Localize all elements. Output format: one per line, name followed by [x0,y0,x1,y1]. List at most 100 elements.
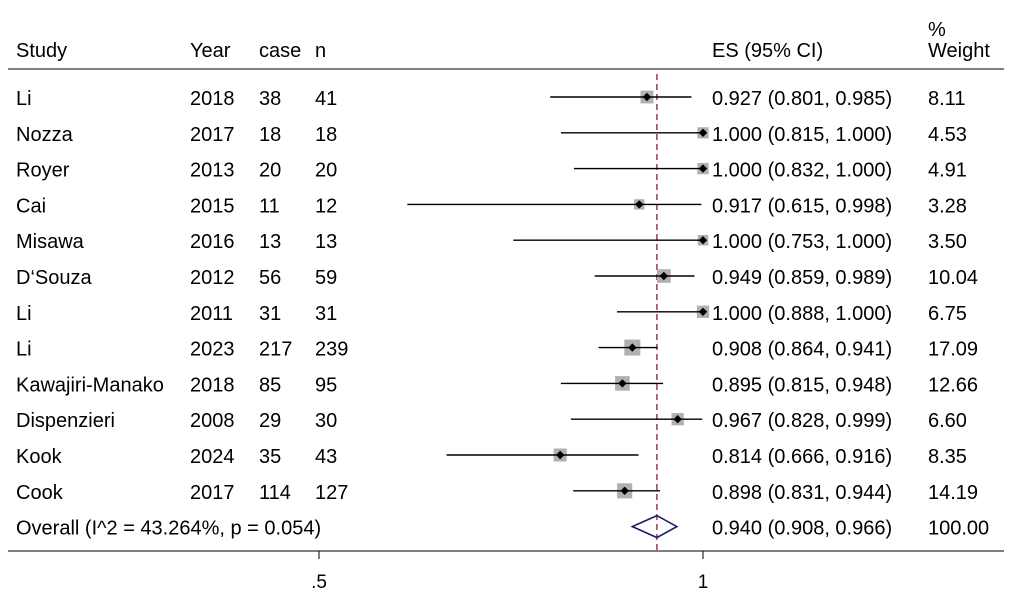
study-case: 56 [259,267,281,289]
overall-diamond [630,514,679,539]
header-year: Year [190,40,231,62]
study-weight: 8.11 [928,88,965,110]
x-axis: .5 1 [8,550,1004,593]
point-estimate [659,271,669,281]
study-name: Kook [16,446,63,468]
point-estimate [698,128,708,137]
header-case: case [259,40,301,62]
study-n: 41 [315,88,337,110]
column-headers: Study Year case n ES (95% CI) % Weight [16,19,990,62]
study-ci-text: 0.917 (0.615, 0.998) [712,195,892,217]
study-row: Li 2011 31 31 1.000 (0.888, 1.000) 6.75 [16,303,967,325]
study-weight: 3.28 [928,195,967,217]
study-year: 2024 [190,446,235,468]
study-ci-text: 0.949 (0.859, 0.989) [712,267,892,289]
header-es: ES (95% CI) [712,40,823,62]
study-row: Li 2018 38 41 0.927 (0.801, 0.985) 8.11 [16,88,965,110]
study-name: Royer [16,160,70,182]
study-row: Misawa 2016 13 13 1.000 (0.753, 1.000) 3.50 [16,231,967,253]
study-year: 2023 [190,339,235,361]
study-name: Li [16,339,32,361]
study-year: 2017 [190,482,235,504]
study-row: Royer 2013 20 20 1.000 (0.832, 1.000) 4.91 [16,160,967,182]
study-row: Cai 2015 11 12 0.917 (0.615, 0.998) 3.28 [16,195,967,217]
overall-label: Overall (I^2 = 43.264%, p = 0.054) [16,518,321,540]
study-name: Kawajiri-Manako [16,374,164,396]
study-ci-text: 0.967 (0.828, 0.999) [712,410,892,432]
overall-ci-text: 0.940 (0.908, 0.966) [712,518,892,540]
point-estimate [618,379,627,388]
study-weight: 4.53 [928,124,967,146]
point-estimate [642,92,652,102]
study-row: D‘Souza 2012 56 59 0.949 (0.859, 0.989) 10.04 [16,267,978,289]
study-ci-text: 1.000 (0.888, 1.000) [712,303,892,325]
study-case: 85 [259,374,281,396]
study-row: Li 2023 217 239 0.908 (0.864, 0.941) 17.09 [16,339,978,361]
study-year: 2013 [190,160,235,182]
study-row: Cook 2017 114 127 0.898 (0.831, 0.944) 14.19 [16,482,978,504]
study-year: 2015 [190,195,235,217]
study-weight: 14.19 [928,482,978,504]
header-weight-line2: Weight [928,40,990,62]
study-n: 30 [315,410,337,432]
study-n: 31 [315,303,337,325]
study-name: Li [16,88,32,110]
point-estimate [628,343,637,352]
header-n: n [315,40,326,62]
study-case: 38 [259,88,281,110]
study-case: 18 [259,124,281,146]
overall-weight: 100.00 [928,518,989,540]
study-n: 43 [315,446,337,468]
point-estimate [698,236,708,245]
study-name: Cai [16,195,46,217]
study-n: 127 [315,482,348,504]
study-case: 13 [259,231,281,253]
study-case: 114 [259,482,291,504]
study-ci-text: 0.908 (0.864, 0.941) [712,339,892,361]
study-n: 59 [315,267,337,289]
study-weight: 10.04 [928,267,978,289]
study-weight: 4.91 [928,160,967,182]
study-n: 13 [315,231,337,253]
study-n: 12 [315,195,337,217]
study-n: 20 [315,160,337,182]
study-ci-text: 0.895 (0.815, 0.948) [712,374,892,396]
study-ci-text: 1.000 (0.753, 1.000) [712,231,892,253]
point-estimate [635,200,644,209]
study-year: 2018 [190,374,235,396]
study-case: 31 [259,303,281,325]
study-n: 239 [315,339,348,361]
study-case: 29 [259,410,281,432]
study-year: 2016 [190,231,235,253]
study-row: Kawajiri-Manako 2018 85 95 0.895 (0.815, 0.9… [16,374,978,396]
study-name: Dispenzieri [16,410,115,432]
header-weight-line1: % [928,19,946,41]
study-weight: 3.50 [928,231,967,253]
study-ci-text: 1.000 (0.815, 1.000) [712,124,892,146]
study-weight: 8.35 [928,446,967,468]
point-estimate [555,450,565,460]
study-year: 2008 [190,410,235,432]
study-name: Nozza [16,124,74,146]
study-case: 20 [259,160,281,182]
study-n: 95 [315,374,337,396]
study-row: Nozza 2017 18 18 1.000 (0.815, 1.000) 4.53 [16,124,967,146]
study-name: D‘Souza [16,267,92,289]
study-year: 2017 [190,124,235,146]
point-estimate [673,415,682,424]
overall-row: Overall (I^2 = 43.264%, p = 0.054) 0.940… [16,514,989,540]
study-year: 2011 [190,303,233,325]
study-ci-text: 1.000 (0.832, 1.000) [712,160,892,182]
study-row: Kook 2024 35 43 0.814 (0.666, 0.916) 8.35 [16,446,967,468]
study-row: Dispenzieri 2008 29 30 0.967 (0.828, 0.999) 6… [16,410,967,432]
study-case: 11 [259,195,280,217]
study-ci-text: 0.898 (0.831, 0.944) [712,482,892,504]
study-weight: 12.66 [928,374,978,396]
study-case: 217 [259,339,292,361]
point-estimate [620,486,629,495]
study-weight: 17.09 [928,339,978,361]
study-n: 18 [315,124,337,146]
study-name: Misawa [16,231,85,253]
